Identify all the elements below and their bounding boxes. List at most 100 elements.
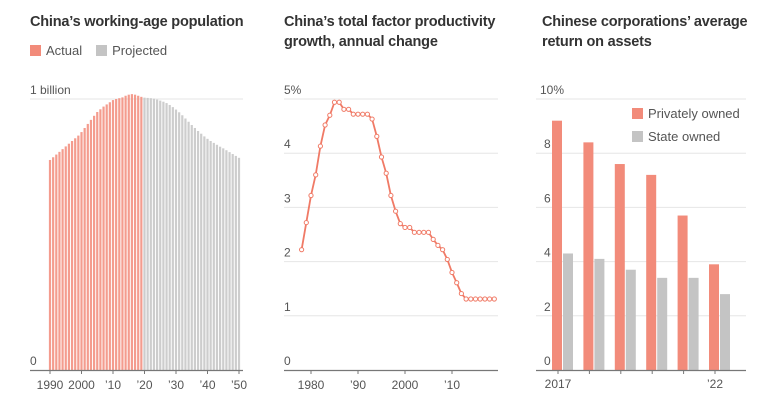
bar-2033 [184, 118, 187, 371]
bar-private-2022 [709, 264, 719, 370]
data-point-2012 [458, 290, 464, 297]
bar-2019 [140, 96, 143, 370]
legend-label-projected: Projected [112, 43, 168, 58]
chart1-plot: 0 1 billion 1990 2000 ’10 ’20 ’30 ’40 ’50 [30, 83, 247, 392]
bar-state-2022 [720, 294, 730, 370]
data-point-1991 [360, 111, 366, 117]
data-point-1998 [393, 208, 399, 214]
bar-2043 [215, 144, 219, 370]
data-point-2015 [472, 296, 479, 302]
bar-private-2021 [677, 215, 688, 370]
return-on-assets-panel: Chinese corporations’ average return on … [524, 0, 777, 400]
bar-2000 [80, 132, 83, 370]
tfp-growth-panel: China’s total factor productivity growth… [262, 0, 524, 400]
data-point-1992 [364, 111, 371, 117]
data-point-2000 [402, 224, 408, 231]
data-point-2009 [444, 256, 450, 263]
data-point-2017 [482, 296, 488, 302]
data-point-1980 [308, 192, 314, 199]
y-tick-label: 3 [284, 191, 291, 205]
bar-2049 [234, 155, 237, 370]
bar-2013 [121, 97, 124, 371]
bar-2035 [190, 125, 193, 371]
bar-1993 [58, 151, 61, 370]
data-point-1989 [350, 111, 356, 117]
bar-2027 [165, 103, 168, 370]
x-tick-label: 2017 [545, 377, 572, 391]
bar-2046 [225, 150, 228, 370]
bar-2050 [237, 157, 241, 370]
bar-2004 [93, 115, 96, 370]
bar-state-2019 [625, 269, 636, 370]
data-point-1984 [327, 112, 333, 118]
bar-2022 [149, 98, 152, 370]
bar-state-2020 [657, 277, 668, 370]
bar-1996 [67, 143, 70, 370]
data-point-1994 [374, 133, 380, 139]
bar-2040 [206, 138, 209, 370]
data-point-2013 [463, 296, 469, 302]
x-tick-label: ’10 [105, 378, 121, 392]
data-point-2018 [487, 296, 493, 302]
legend-swatch-projected [96, 45, 108, 56]
x-tick-label: 2000 [392, 378, 419, 392]
bar-2023 [152, 98, 156, 370]
y-tick-label: 5% [284, 83, 302, 97]
y-tick-label: 1 [284, 300, 291, 314]
x-tick-label: 2000 [68, 378, 95, 392]
bar-private-2020 [646, 174, 657, 370]
bar-2002 [86, 123, 89, 370]
x-tick-label: 1980 [298, 378, 325, 392]
data-point-1986 [336, 99, 342, 105]
bar-2024 [156, 99, 159, 371]
bar-2021 [146, 97, 149, 370]
bar-2001 [83, 127, 86, 370]
x-tick-label: ’30 [168, 378, 184, 392]
data-point-1981 [313, 172, 319, 178]
bar-2026 [162, 101, 165, 371]
bar-2017 [133, 94, 137, 370]
bar-1995 [64, 146, 67, 370]
bar-2036 [193, 127, 196, 370]
chart3-plot: 0 2 4 6 8 10% 2017 ’22 [536, 83, 746, 391]
data-point-2005 [425, 229, 432, 235]
data-point-1983 [322, 122, 328, 128]
data-point-1993 [369, 116, 375, 122]
y-tick-label: 1 billion [30, 83, 71, 97]
bar-2015 [127, 94, 130, 370]
data-point-2016 [477, 296, 483, 302]
bar-1997 [70, 141, 74, 370]
chart3-legend-state: State owned [632, 129, 720, 144]
bar-2048 [231, 154, 234, 370]
bar-2008 [105, 104, 108, 371]
data-point-2019 [491, 296, 497, 302]
data-point-2014 [468, 296, 474, 302]
bar-2038 [200, 133, 203, 370]
data-point-2008 [440, 247, 446, 253]
data-point-2007 [435, 242, 441, 248]
y-tick-label: 2 [544, 300, 551, 314]
bar-2042 [212, 142, 215, 370]
bar-2044 [219, 146, 222, 370]
data-point-1997 [388, 192, 394, 199]
working-age-population-panel: China’s working-age population Actual Pr… [0, 0, 262, 400]
data-point-2001 [407, 224, 413, 231]
bar-2003 [89, 119, 93, 370]
legend-swatch-state [632, 131, 643, 142]
chart3-title: Chinese corporations’ average return on … [542, 14, 748, 50]
data-point-1996 [383, 170, 389, 176]
data-point-2011 [454, 280, 460, 286]
bar-1999 [77, 135, 80, 370]
x-tick-label: ’20 [136, 378, 152, 392]
data-point-1988 [346, 106, 352, 112]
bar-2047 [228, 152, 231, 370]
bar-state-2018 [594, 258, 605, 370]
bar-state-2017 [563, 253, 573, 370]
bar-2014 [124, 95, 127, 371]
data-point-2006 [430, 236, 436, 242]
x-tick-label: ’90 [350, 378, 366, 392]
x-tick-label: ’50 [231, 378, 247, 392]
data-point-1990 [355, 111, 361, 117]
data-point-1985 [331, 99, 338, 105]
x-tick-label: 1990 [37, 378, 64, 392]
